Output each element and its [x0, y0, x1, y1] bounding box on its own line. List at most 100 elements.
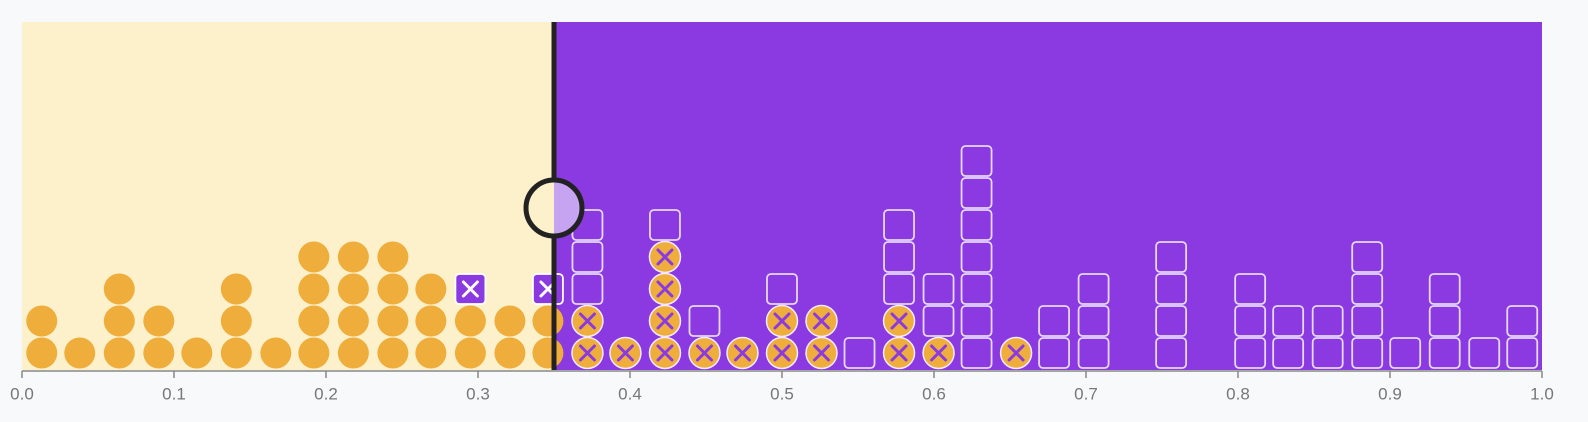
positive-point	[571, 304, 604, 338]
positive-dot	[103, 273, 135, 305]
negative-point	[1506, 337, 1539, 369]
x-icon	[656, 344, 674, 362]
positive-point	[726, 336, 759, 370]
positive-dot	[26, 305, 58, 337]
negative-point	[1155, 305, 1188, 337]
negative-square	[1155, 305, 1188, 337]
negative-point	[960, 177, 993, 209]
positive-point	[26, 337, 58, 369]
x-icon	[930, 344, 948, 362]
negative-point	[571, 273, 604, 305]
positive-dot	[298, 305, 330, 337]
positive-dot	[377, 273, 409, 305]
positive-point	[532, 305, 564, 337]
positive-dot	[181, 337, 213, 369]
negative-point	[1077, 273, 1110, 305]
positive-dot	[103, 337, 135, 369]
negative-square	[883, 241, 915, 273]
positive-dot	[103, 305, 135, 337]
negative-square	[1351, 337, 1384, 369]
positive-dot	[415, 337, 447, 369]
negative-square	[960, 305, 993, 337]
negative-point	[1506, 305, 1539, 337]
positive-point	[415, 305, 447, 337]
positive-point	[648, 336, 682, 370]
negative-square	[1234, 337, 1267, 369]
negative-point	[922, 305, 955, 337]
positive-point	[494, 305, 526, 337]
negative-square	[922, 273, 955, 305]
positive-dot	[454, 305, 486, 337]
negative-square	[1311, 337, 1344, 369]
x-icon	[813, 312, 831, 330]
positive-point	[377, 305, 409, 337]
positive-point	[337, 337, 369, 369]
negative-point	[649, 209, 681, 241]
positive-dot	[532, 305, 564, 337]
x-icon	[773, 344, 791, 362]
positive-point	[454, 337, 486, 369]
negative-square	[960, 273, 993, 305]
negative-point	[883, 273, 915, 305]
negative-square	[922, 305, 955, 337]
positive-point	[143, 337, 175, 369]
positive-dot	[260, 337, 292, 369]
negative-square	[1077, 337, 1110, 369]
negative-square	[688, 305, 721, 337]
positive-point	[143, 305, 175, 337]
positive-point	[337, 273, 369, 305]
positive-point	[181, 337, 213, 369]
positive-dot	[298, 273, 330, 305]
positive-point	[298, 305, 330, 337]
negative-square	[883, 209, 915, 241]
negative-point	[883, 241, 915, 273]
positive-point	[103, 305, 135, 337]
x-icon	[616, 344, 634, 362]
x-tick-label: 0.3	[466, 384, 490, 403]
negative-point	[1351, 305, 1384, 337]
x-icon	[813, 344, 831, 362]
positive-dot	[298, 241, 330, 273]
positive-point	[688, 336, 721, 370]
positive-point	[337, 241, 369, 273]
positive-point	[494, 337, 526, 369]
positive-dot	[494, 305, 526, 337]
negative-square	[1351, 241, 1384, 273]
positive-point	[298, 273, 330, 305]
threshold-handle[interactable]	[523, 177, 585, 239]
positive-point	[882, 304, 916, 338]
negative-square	[1468, 337, 1501, 369]
above-threshold-region	[554, 22, 1542, 370]
positive-dot	[337, 337, 369, 369]
negative-point	[1468, 337, 1501, 369]
negative-point	[960, 145, 993, 177]
negative-square	[1155, 337, 1188, 369]
negative-square	[1428, 273, 1461, 305]
negative-square	[1272, 337, 1305, 369]
x-tick-label: 0.1	[162, 384, 186, 403]
negative-square	[1506, 305, 1539, 337]
x-icon	[1007, 344, 1025, 362]
positive-dot	[532, 337, 564, 369]
negative-point	[1155, 337, 1188, 369]
positive-point	[454, 305, 486, 337]
positive-dot	[337, 241, 369, 273]
positive-point	[220, 305, 252, 337]
positive-point	[103, 337, 135, 369]
x-tick-label: 0.5	[770, 384, 794, 403]
negative-square	[1506, 337, 1539, 369]
negative-square	[766, 273, 798, 305]
negative-point	[454, 273, 487, 305]
x-tick-label: 0.4	[618, 384, 642, 403]
x-tick-label: 0.8	[1226, 384, 1250, 403]
negative-point	[1311, 337, 1344, 369]
negative-square	[1351, 273, 1384, 305]
x-icon	[578, 344, 596, 362]
positive-point	[298, 241, 330, 273]
positive-point	[415, 337, 447, 369]
handle-right	[554, 180, 582, 236]
positive-dot	[143, 337, 175, 369]
x-tick-label: 0.0	[10, 384, 34, 403]
